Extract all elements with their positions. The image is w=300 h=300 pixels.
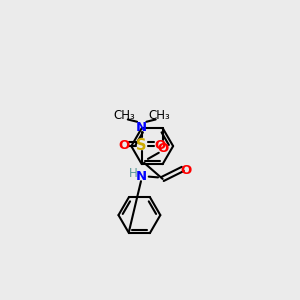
Text: H: H: [129, 167, 138, 180]
Text: CH₃: CH₃: [149, 109, 170, 122]
Text: O: O: [157, 142, 168, 154]
Text: S: S: [136, 138, 147, 153]
Text: N: N: [136, 121, 147, 134]
Text: N: N: [135, 170, 146, 183]
Text: O: O: [118, 139, 130, 152]
Text: O: O: [154, 139, 165, 152]
Text: CH₃: CH₃: [113, 109, 135, 122]
Text: O: O: [180, 164, 191, 177]
